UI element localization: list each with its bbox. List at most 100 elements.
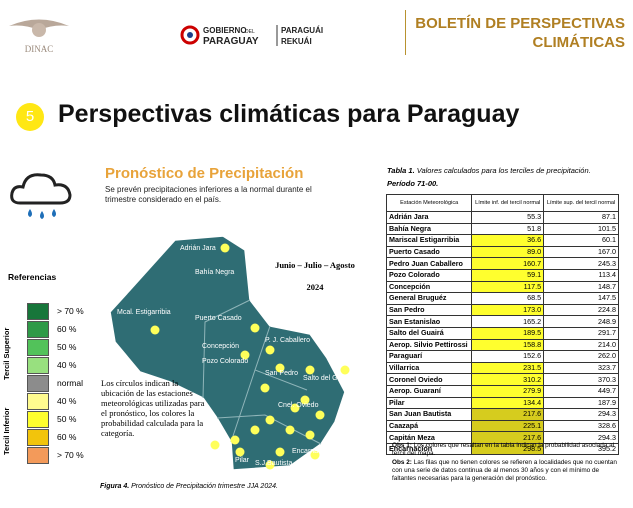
lower-cell: 152.6 — [471, 350, 545, 363]
legend-item: > 70 % — [27, 446, 84, 464]
legend-title: Referencias — [8, 272, 57, 282]
map-label: Concepción — [202, 343, 239, 350]
header-divider — [405, 10, 406, 55]
legend-swatch — [27, 392, 49, 410]
season-year: 2024 — [306, 282, 324, 292]
upper-cell: 294.3 — [543, 408, 619, 421]
map-label: San Pedro — [265, 370, 298, 377]
map-label: Adrián Jara — [180, 245, 216, 252]
lower-cell: 51.8 — [471, 222, 545, 236]
station-dot — [275, 363, 285, 373]
station-cell: Encarnación — [385, 442, 473, 456]
station-cell: San Estanislao — [385, 315, 473, 328]
table-title-label: Tabla 1. — [387, 166, 415, 175]
table-period: Período 71-00. — [387, 179, 439, 188]
station-cell: Coronel Oviedo — [385, 373, 473, 386]
table-row: Concepción 117.5 148.7 — [385, 280, 619, 294]
lower-cell: 173.0 — [471, 303, 545, 317]
section-title: Perspectivas climáticas para Paraguay — [58, 100, 520, 128]
upper-cell: 449.7 — [543, 384, 619, 398]
legend-upper: Tercil Superior — [2, 327, 11, 380]
table-title-text: Valores calculados para los terciles de … — [416, 166, 591, 175]
station-cell: Caazapá — [385, 419, 473, 433]
lower-cell: 68.5 — [471, 292, 545, 305]
legend-item: 40 % — [27, 392, 84, 410]
bulletin-line: CLIMÁTICAS — [532, 34, 626, 51]
station-dot — [340, 365, 350, 375]
upper-cell: 148.7 — [543, 280, 619, 294]
lower-cell: 158.8 — [471, 338, 545, 352]
table-row: Caazapá 225.1 328.6 — [385, 419, 619, 433]
station-dot — [310, 450, 320, 460]
upper-cell: 262.0 — [543, 350, 619, 363]
table-header: Estación Meteorológica — [385, 194, 473, 212]
legend-swatch — [27, 446, 49, 464]
dinac-logo: DINAC — [4, 8, 74, 58]
table-row: Adrián Jara 55.3 87.1 — [385, 211, 619, 224]
station-dot — [235, 447, 245, 457]
upper-cell: 395.2 — [543, 442, 619, 456]
table-row: San Juan Bautista 217.6 294.3 — [385, 408, 619, 421]
upper-cell: 101.5 — [543, 222, 619, 236]
upper-cell: 87.1 — [543, 211, 619, 224]
station-dot — [265, 415, 275, 425]
obs2: Obs 2: Las filas que no tienen colores s… — [392, 459, 624, 484]
station-cell: Adrián Jara — [385, 211, 473, 224]
lower-cell: 134.4 — [471, 396, 545, 410]
station-cell: San Pedro — [385, 303, 473, 317]
table-row: Puerto Casado 89.0 167.0 — [385, 245, 619, 259]
table-header: Límite inf. del tercil normal — [471, 194, 545, 212]
upper-cell: 60.1 — [543, 234, 619, 247]
upper-cell: 370.3 — [543, 373, 619, 386]
table-row: Pilar 134.4 187.9 — [385, 396, 619, 410]
forecast-title: Pronóstico de Precipitación — [105, 165, 304, 182]
table-row: Pedro Juan Caballero 160.7 245.3 — [385, 257, 619, 270]
legend-swatch — [27, 320, 49, 338]
table-row: Coronel Oviedo 310.2 370.3 — [385, 373, 619, 386]
legend-item: 60 % — [27, 428, 84, 446]
lower-cell: 310.2 — [471, 373, 545, 386]
station-cell: Mariscal Estigarribia — [385, 234, 473, 247]
map-label: Puerto Casado — [195, 315, 242, 322]
legend-swatch — [27, 338, 49, 356]
upper-cell: 323.7 — [543, 361, 619, 375]
lower-cell: 189.5 — [471, 326, 545, 340]
section-number: 5 — [16, 103, 44, 131]
station-cell: Bahía Negra — [385, 222, 473, 236]
obs1: Obs 1: Los colores que resaltan en la ta… — [392, 442, 624, 459]
station-dot — [260, 383, 270, 393]
table-row: Capitán Meza 217.6 294.3 — [385, 431, 619, 444]
legend-label: 60 % — [57, 324, 77, 334]
upper-cell: 328.6 — [543, 419, 619, 433]
map-label: Encarnación — [292, 448, 331, 455]
table-row: Paraguarí 152.6 262.0 — [385, 350, 619, 363]
dinac-text: DINAC — [25, 44, 54, 54]
table-row: Villarrica 231.5 323.7 — [385, 361, 619, 375]
forecast-description: Se prevén precipitaciones inferiores a l… — [105, 185, 312, 204]
lower-cell: 217.6 — [471, 431, 545, 444]
gov-guarani-2: REKUÁI — [281, 37, 312, 46]
obs2-label: Obs 2: — [392, 458, 412, 466]
station-dot — [210, 440, 220, 450]
legend-item: normal — [27, 374, 84, 392]
legend-swatch — [27, 428, 49, 446]
table-header-row: Estación Meteorológica Límite inf. del te… — [385, 194, 619, 212]
legend-item: 50 % — [27, 410, 84, 428]
gov-logo: GOBIERNO DEL PARAGUAY PARAGUÁI REKUÁI — [180, 22, 330, 52]
upper-cell: 113.4 — [543, 268, 619, 282]
station-dot — [305, 430, 315, 440]
station-dot — [305, 365, 315, 375]
station-dot — [250, 323, 260, 333]
station-cell: Villarrica — [385, 361, 473, 375]
legend-label: > 70 % — [57, 306, 84, 316]
station-cell: Concepción — [385, 280, 473, 294]
map-borders — [202, 299, 322, 445]
station-dot — [220, 243, 230, 253]
season-months: Junio – Julio – Agosto — [275, 260, 355, 270]
map-note: Los círculos indican la ubicación de las… — [101, 378, 205, 438]
upper-cell: 147.5 — [543, 292, 619, 305]
station-cell: General Bruguéz — [385, 292, 473, 305]
season: Junio – Julio – Agosto 2024 — [270, 254, 360, 298]
table-row: Aerop. Guaraní 279.9 449.7 — [385, 384, 619, 398]
upper-cell: 187.9 — [543, 396, 619, 410]
